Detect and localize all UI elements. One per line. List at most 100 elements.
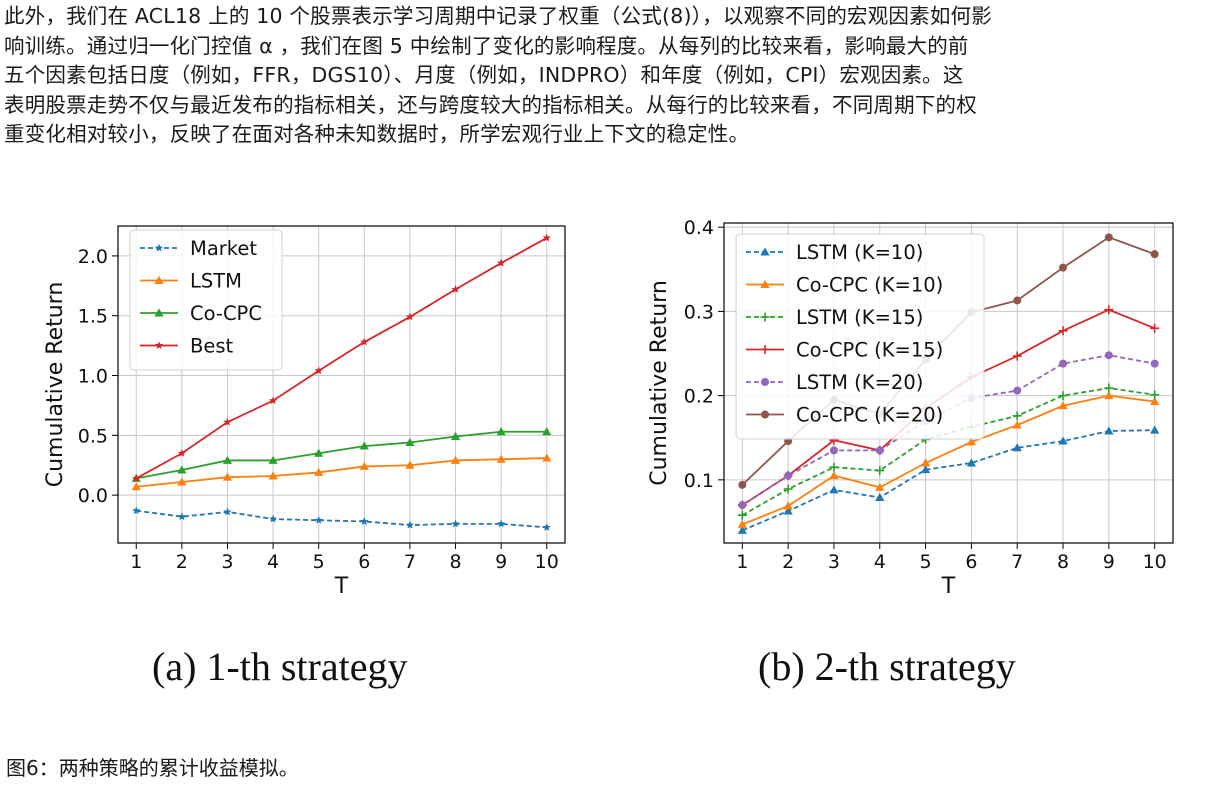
figure-caption: 图6：两种策略的累计收益模拟。 <box>6 756 299 780</box>
chart-b-point-co-cpc-k-15 <box>1150 323 1160 333</box>
chart-a-grid <box>118 226 565 543</box>
chart-b-point-lstm-k-10 <box>875 492 885 501</box>
chart-a-legend-label: Market <box>190 237 257 260</box>
chart-a-legend-marker <box>154 308 164 317</box>
chart-b-point-lstm-k-15 <box>1150 390 1160 400</box>
chart-a-point-best <box>451 285 460 293</box>
chart-b-legend-marker <box>760 279 770 288</box>
chart-a-series-best <box>132 233 551 482</box>
chart-a-point-co-cpc <box>450 431 461 440</box>
chart-a-line-co-cpc <box>136 430 547 480</box>
chart-a-svg: 1 2 3 4 5 6 7 8 9 10 0.0 0.5 1.0 1.5 2.0 T Cumulative Re… <box>43 225 566 599</box>
chart-b-legend-entry-lstm-k-15: LSTM (K=15) <box>746 306 923 329</box>
chart-b-point-lstm-k-20 <box>738 501 747 510</box>
chart-b-legend-label: LSTM (K=10) <box>796 241 923 264</box>
chart-a-legend-box <box>129 229 283 371</box>
chart-b-point-lstm-k-10 <box>829 485 839 494</box>
chart-a-legend-label: Best <box>190 335 234 358</box>
chart-b-point-lstm-k-15 <box>829 462 839 472</box>
chart-a-point-lstm <box>496 454 506 463</box>
subfigure-caption-a: (a) 1-th strategy <box>152 644 408 689</box>
chart-b-point-co-cpc-k-10 <box>920 458 931 467</box>
chart-a-point-market <box>542 523 551 531</box>
paragraph-line: 五个因素包括日度（例如，FFR，DGS10）、月度（例如，INDPRO）和年度（… <box>4 63 964 88</box>
chart-b-point-lstm-k-20 <box>875 446 884 455</box>
chart-a-xtick-label: 1 <box>130 551 142 573</box>
chart-b-point-lstm-k-20 <box>1104 351 1113 360</box>
chart-b-point-lstm-k-15 <box>1058 391 1068 401</box>
chart-a-point-best <box>314 366 323 375</box>
chart-a-legend-marker <box>154 243 164 252</box>
chart-a-point-co-cpc <box>496 427 506 436</box>
chart-a-point-best <box>177 448 186 457</box>
chart-b-point-co-cpc-k-10 <box>1150 396 1160 405</box>
body-paragraph: 此外，我们在 ACL18 上的 10 个股票表示学习周期中记录了权重（公式(8)… <box>4 2 1210 150</box>
chart-a-ytick-label: 0.5 <box>78 425 108 447</box>
chart-a-legend-entry-co-cpc: Co-CPC <box>140 302 262 325</box>
chart-b-point-co-cpc-k-10 <box>783 501 793 510</box>
chart-a-point-lstm <box>222 472 233 481</box>
chart-b-point-lstm-k-15 <box>875 466 885 476</box>
chart-a-point-lstm <box>177 477 187 486</box>
chart-a-point-best <box>497 258 506 267</box>
chart-b-xtick-label: 2 <box>782 551 794 573</box>
chart-b-xtick-label: 7 <box>1011 551 1023 573</box>
chart-b-xtick-label: 1 <box>736 551 748 573</box>
chart-a-point-market <box>497 519 506 528</box>
chart-b-point-co-cpc-k-15 <box>1012 351 1022 361</box>
chart-b-point-lstm-k-10 <box>1104 426 1114 435</box>
chart-a-point-lstm <box>268 471 278 480</box>
chart-b-point-lstm-k-10 <box>1012 443 1022 452</box>
chart-a-ytick-label: 1.0 <box>78 366 108 388</box>
chart-b-legend-entry-lstm-k-20: LSTM (K=20) <box>746 371 923 394</box>
subfigure-caption-b: (b) 2-th strategy <box>758 644 1016 689</box>
chart-b-point-lstm-k-20 <box>1150 359 1159 368</box>
chart-a-point-lstm <box>359 461 369 470</box>
chart-a-xlabel: T <box>334 574 349 599</box>
chart-b-point-lstm-k-15 <box>1012 411 1022 421</box>
chart-b-legend-entry-co-cpc-k-20: Co-CPC (K=20) <box>746 404 943 427</box>
chart-a-point-market <box>132 506 141 515</box>
chart-a-point-market <box>451 519 460 528</box>
chart-a-xtick-label: 4 <box>267 551 279 573</box>
chart-b-legend: LSTM (K=10) Co-CPC (K=10) LSTM (K=15) Co-CP… <box>735 233 985 440</box>
chart-a-xtick-label: 5 <box>313 551 325 573</box>
chart-a-point-lstm <box>542 453 552 462</box>
chart-b-legend-marker <box>760 312 770 322</box>
chart-b-point-co-cpc-k-10 <box>737 519 747 528</box>
chart-a-point-co-cpc <box>405 437 415 446</box>
chart-b-ylabel: Cumulative Return <box>647 280 672 486</box>
chart-a-line-best <box>135 237 548 480</box>
chart-b-xtick-label: 6 <box>965 551 977 573</box>
chart-a-xtick-label: 6 <box>358 551 370 573</box>
chart-b-legend-entry-co-cpc-k-10: Co-CPC (K=10) <box>746 274 943 297</box>
chart-a-point-co-cpc <box>268 455 278 464</box>
chart-b-line-co-cpc-k-10 <box>741 394 1155 526</box>
chart-b-point-lstm-k-20 <box>829 446 838 455</box>
chart-a-legend-entry-lstm: LSTM <box>140 270 242 293</box>
chart-b-point-lstm-k-10 <box>966 458 977 467</box>
paragraph-line: 表明股票走势不仅与最近发布的指标相关，还与跨度较大的指标相关。从每行的比较来看，… <box>4 92 977 117</box>
chart-b-series-co-cpc-k-10 <box>737 391 1160 528</box>
chart-b-point-co-cpc-k-10 <box>1012 420 1022 429</box>
chart-a-point-best <box>132 474 141 482</box>
chart-a-series-lstm <box>131 453 552 491</box>
chart-a-point-co-cpc <box>359 441 369 450</box>
chart-a-point-best <box>360 337 369 346</box>
chart-b-point-co-cpc-k-15 <box>1058 326 1068 336</box>
chart-a-axes-frame <box>117 225 566 544</box>
paragraph-line: 响训练。通过归一化门控值 α ，我们在图 5 中绘制了变化的影响程度。从每列的比… <box>4 33 969 58</box>
chart-a-ytick-label: 2.0 <box>78 246 108 268</box>
chart-b-point-co-cpc-k-20 <box>1013 296 1022 305</box>
chart-b-point-lstm-k-20 <box>1013 386 1022 395</box>
chart-b-svg: 1 2 3 4 5 6 7 8 9 10 0.1 0.2 0.3 0.4 T Cumulative Retur… <box>647 217 1174 599</box>
chart-a-ylabel: Cumulative Return <box>43 282 68 488</box>
chart-b-point-co-cpc-k-20 <box>1059 263 1068 272</box>
chart-a-point-co-cpc <box>314 448 324 457</box>
chart-b-xtick-label: 5 <box>920 551 932 573</box>
chart-a-xtick-label: 7 <box>404 551 416 573</box>
chart-b-point-lstm-k-15 <box>1104 383 1114 393</box>
chart-a-point-co-cpc <box>222 455 233 464</box>
chart-b-legend-label: LSTM (K=15) <box>796 306 923 329</box>
chart-b-point-co-cpc-k-20 <box>738 480 747 489</box>
